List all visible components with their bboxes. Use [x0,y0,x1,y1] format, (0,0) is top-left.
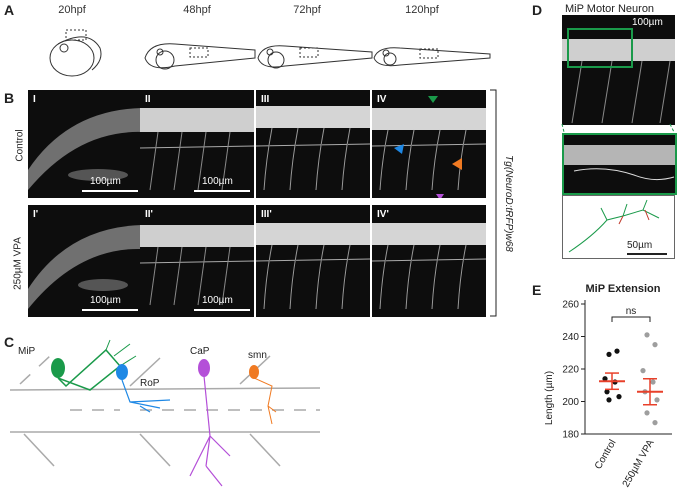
panel-numeral: III [261,94,270,105]
zoom-lines [561,123,675,133]
transgene-label: Tg(NeuroD:tRFP)w68 [502,155,514,252]
smn-neuron [249,365,277,425]
neuron-label: CaP [190,346,210,357]
panel-e-label: E [532,282,542,298]
panel-numeral: III' [261,209,272,220]
data-point [650,379,656,385]
data-point [640,368,646,374]
y-tick-label: 260 [562,300,579,311]
stage-label: 72hpf [293,4,321,16]
y-tick-label: 240 [562,332,579,343]
data-point [604,389,610,395]
panel-numeral: II' [145,209,153,220]
mip-tracing: 50µm [562,195,675,259]
arrowhead-cap [436,194,444,198]
arrowhead-rop [394,144,404,154]
data-point [652,420,658,426]
y-axis-label: Length (µm) [544,371,555,425]
neuron-label: smn [248,350,267,361]
mip-neuron [51,339,137,391]
cap-neuron [189,359,231,487]
panel-b-label: B [4,90,15,106]
chart-mip-extension: MiP Extension Length (µm) 180 200 220 240 26… [544,283,672,490]
zoom-box [567,28,633,68]
micrograph-III: III [256,90,370,198]
scale-bar [194,309,250,311]
y-tick-label: 200 [562,397,579,408]
embryo-20hpf [49,39,95,77]
panel-numeral: I' [33,209,39,220]
neuron-label: MiP [18,346,36,357]
micrograph-mip-overview: 100µm [562,15,675,125]
stage-label: 48hpf [183,4,211,16]
data-point [644,410,650,416]
significance-bracket [611,316,651,322]
micrograph-I: I 100µm [28,90,142,198]
significance-label: ns [626,306,637,317]
arrowhead-mip [428,96,438,103]
scale-label: 100µm [90,176,121,187]
panel-d-label: D [532,2,543,18]
stage-label: 120hpf [405,4,439,16]
micrograph-III-prime: III' [256,205,370,317]
panel-d-title: MiP Motor Neuron [565,3,655,15]
micrograph-IV: IV [372,90,486,198]
embryo-drawings [49,29,491,77]
data-point [654,397,660,403]
panel-c-label: C [4,334,15,350]
x-tick-label: 250µM VPA [621,438,657,490]
scale-label: 100µm [632,17,663,28]
data-point [614,348,620,354]
data-point [606,351,612,357]
panel-numeral: I [33,94,36,105]
bracket [490,89,497,317]
micrograph-II: II 100µm [140,90,254,198]
micrograph-II-prime: II' 100µm [140,205,254,317]
neuron-label: RoP [140,378,160,389]
data-point [644,332,650,338]
data-point [652,342,658,348]
chart-title: MiP Extension [586,283,661,295]
embryo-120hpf [373,47,491,67]
panel-numeral: II [145,94,151,105]
scale-label: 100µm [202,295,233,306]
data-point [606,397,612,403]
x-tick-label: Control [593,438,619,471]
y-tick-label: 220 [562,365,579,376]
rop-neuron [116,364,171,413]
embryo-72hpf [257,45,373,68]
data-point [602,376,608,382]
scale-label: 100µm [202,176,233,187]
scale-bar [627,253,667,255]
y-tick-label: 180 [562,430,579,441]
row-label-vpa: 250µM VPA [12,237,24,290]
panel-numeral: IV' [377,209,389,220]
scale-bar [194,190,250,192]
micrograph-I-prime: I' 100µm [28,205,142,317]
micrograph-mip-zoom [562,133,677,195]
scale-bar [82,190,138,192]
embryo-48hpf [144,43,256,69]
arrowhead-smn [452,158,462,170]
micrograph-IV-prime: IV' [372,205,486,317]
scale-label: 100µm [90,295,121,306]
row-label-control: Control [14,129,26,162]
scale-label: 50µm [627,240,653,251]
panel-numeral: IV [377,94,387,105]
neuron-schematic: MiP RoP CaP smn [10,339,321,487]
stage-label: 20hpf [58,4,86,16]
panel-a-label: A [4,2,15,18]
data-point [616,394,622,400]
scale-bar [82,309,138,311]
